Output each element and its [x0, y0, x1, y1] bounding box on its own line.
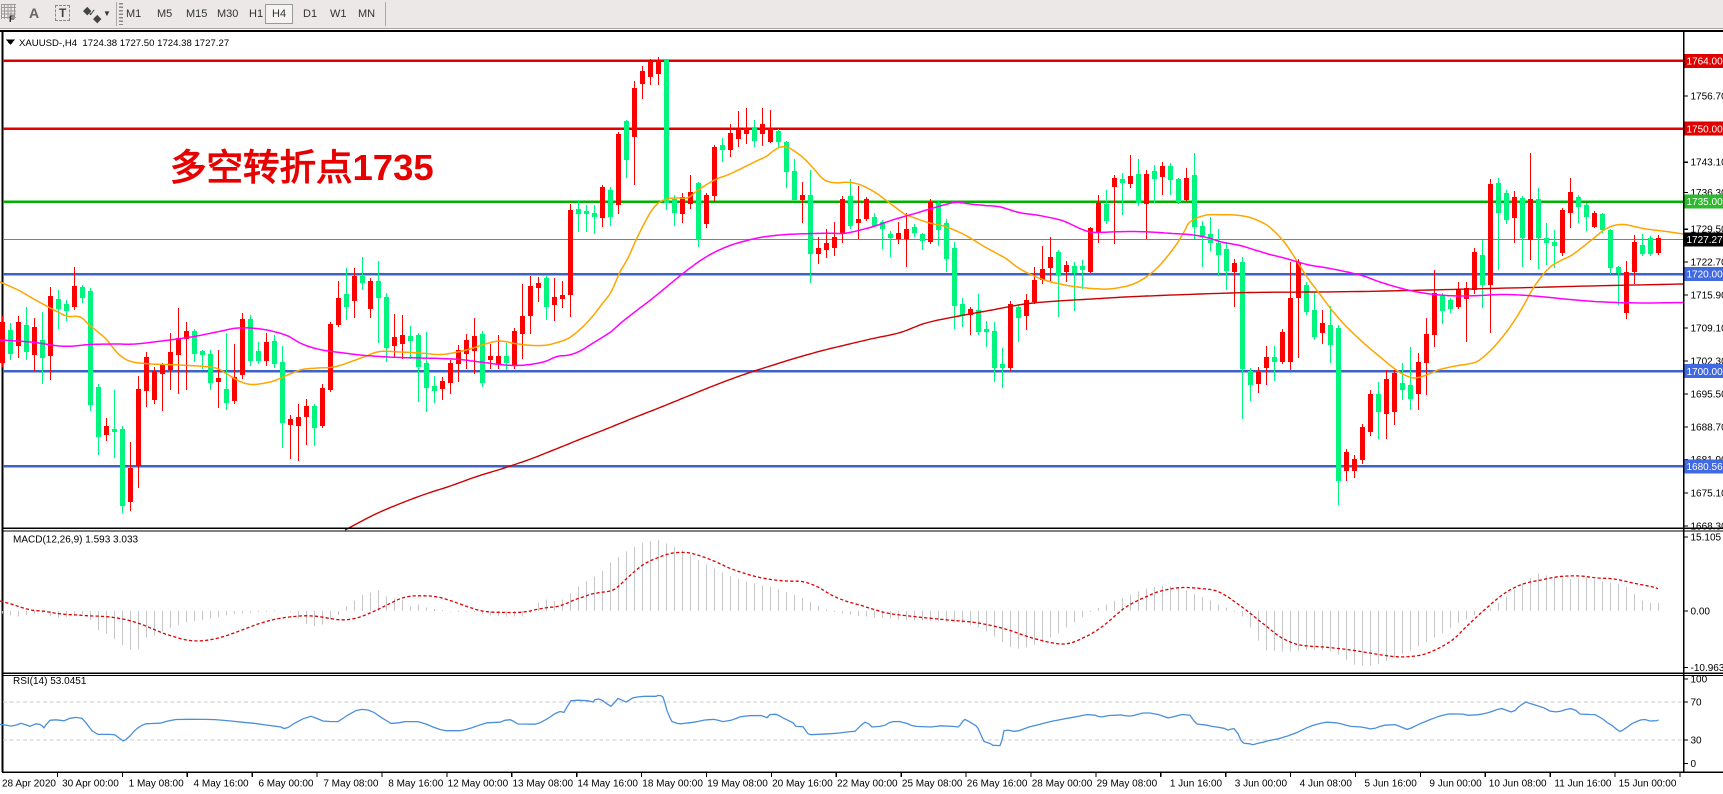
svg-text:22 May 00:00: 22 May 00:00	[837, 779, 898, 790]
svg-text:1756.70: 1756.70	[1691, 91, 1723, 102]
svg-text:MACD(12,26,9) 1.593 3.033: MACD(12,26,9) 1.593 3.033	[13, 535, 139, 546]
svg-text:18 May 00:00: 18 May 00:00	[642, 779, 703, 790]
svg-text:5 Jun 16:00: 5 Jun 16:00	[1365, 779, 1418, 790]
svg-text:1722.70: 1722.70	[1691, 257, 1723, 268]
svg-text:25 May 08:00: 25 May 08:00	[902, 779, 963, 790]
svg-text:1688.70: 1688.70	[1691, 422, 1723, 433]
svg-text:10 Jun 08:00: 10 Jun 08:00	[1489, 779, 1547, 790]
svg-text:4 Jun 08:00: 4 Jun 08:00	[1300, 779, 1353, 790]
svg-text:28 May 00:00: 28 May 00:00	[1032, 779, 1093, 790]
svg-text:1727.27: 1727.27	[1687, 235, 1723, 246]
svg-text:1700.00: 1700.00	[1687, 367, 1723, 378]
svg-text:1 Jun 16:00: 1 Jun 16:00	[1170, 779, 1223, 790]
svg-text:28 Apr 2020: 28 Apr 2020	[2, 779, 56, 790]
svg-text:0: 0	[1691, 759, 1697, 770]
svg-text:1729.50: 1729.50	[1691, 225, 1723, 236]
svg-text:12 May 00:00: 12 May 00:00	[448, 779, 509, 790]
svg-text:1735.00: 1735.00	[1687, 197, 1723, 208]
svg-text:9 Jun 00:00: 9 Jun 00:00	[1429, 779, 1482, 790]
svg-text:1695.50: 1695.50	[1691, 389, 1723, 400]
svg-text:100: 100	[1691, 675, 1708, 686]
svg-text:1764.00: 1764.00	[1687, 56, 1723, 67]
svg-text:70: 70	[1691, 697, 1703, 708]
svg-text:1715.90: 1715.90	[1691, 290, 1723, 301]
svg-text:30 Apr 00:00: 30 Apr 00:00	[62, 779, 119, 790]
svg-text:3 Jun 00:00: 3 Jun 00:00	[1235, 779, 1288, 790]
svg-text:6 May 00:00: 6 May 00:00	[258, 779, 313, 790]
svg-text:-10.963: -10.963	[1691, 663, 1723, 674]
svg-text:RSI(14) 53.0451: RSI(14) 53.0451	[13, 676, 87, 687]
svg-text:8 May 16:00: 8 May 16:00	[388, 779, 443, 790]
svg-text:11 Jun 16:00: 11 Jun 16:00	[1554, 779, 1612, 790]
svg-text:29 May 08:00: 29 May 08:00	[1097, 779, 1158, 790]
svg-text:1675.10: 1675.10	[1691, 488, 1723, 499]
svg-text:1743.10: 1743.10	[1691, 158, 1723, 169]
svg-text:4 May 16:00: 4 May 16:00	[194, 779, 249, 790]
svg-text:15.105: 15.105	[1691, 533, 1722, 544]
svg-text:1 May 08:00: 1 May 08:00	[129, 779, 184, 790]
svg-text:13 May 08:00: 13 May 08:00	[512, 779, 573, 790]
svg-text:30: 30	[1691, 736, 1703, 747]
svg-text:多空转折点1735: 多空转折点1735	[170, 147, 434, 188]
svg-text:20 May 16:00: 20 May 16:00	[772, 779, 833, 790]
svg-text:1750.00: 1750.00	[1687, 124, 1723, 135]
svg-text:19 May 08:00: 19 May 08:00	[707, 779, 768, 790]
svg-text:0.00: 0.00	[1691, 607, 1711, 618]
svg-text:1702.30: 1702.30	[1691, 356, 1723, 367]
svg-text:14 May 16:00: 14 May 16:00	[577, 779, 638, 790]
svg-text:XAUUSD-,H4 1724.38 1727.50 17: XAUUSD-,H4 1724.38 1727.50 1724.38 1727.…	[19, 38, 229, 49]
svg-text:1709.10: 1709.10	[1691, 323, 1723, 334]
svg-text:1736.30: 1736.30	[1691, 188, 1723, 199]
svg-text:1668.30: 1668.30	[1691, 521, 1723, 532]
svg-text:1720.00: 1720.00	[1687, 270, 1723, 281]
svg-text:26 May 16:00: 26 May 16:00	[967, 779, 1028, 790]
svg-text:7 May 08:00: 7 May 08:00	[323, 779, 378, 790]
svg-text:15 Jun 00:00: 15 Jun 00:00	[1619, 779, 1677, 790]
svg-text:1680.56: 1680.56	[1687, 462, 1723, 473]
